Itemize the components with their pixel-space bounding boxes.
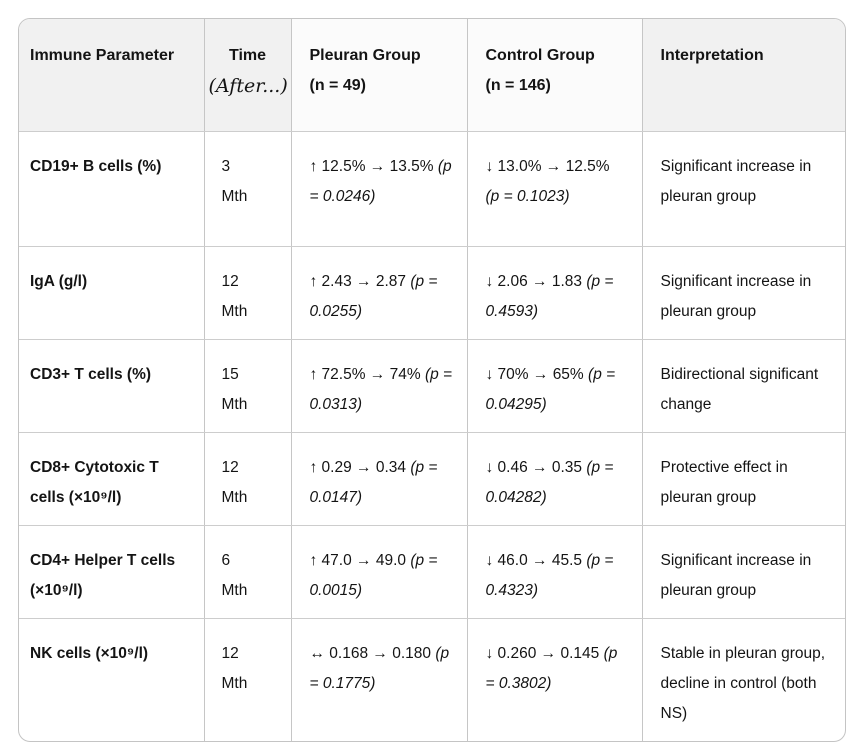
col-header-pleuran-group: Pleuran Group (n = 49)	[291, 19, 468, 132]
header-label: Immune Parameter	[30, 47, 175, 64]
header-sublabel: (n = 49)	[309, 77, 366, 94]
change-value: ↑ 0.29 → 0.34	[309, 458, 407, 476]
table-row: CD8+ Cytotoxic T cells (×10⁹/l) 12 Mth ↑…	[19, 432, 845, 526]
param-cell: CD19+ B cells (%)	[19, 131, 205, 247]
table-row: IgA (g/l) 12 Mth ↑ 2.43 → 2.87 (p = 0.02…	[19, 246, 845, 340]
control-cell: ↓ 0.260 → 0.145 (p = 0.3802)	[467, 618, 643, 741]
header-label: Time	[228, 47, 267, 64]
time-cell: 12 Mth	[204, 246, 292, 340]
pleuran-cell: ↔ 0.168 → 0.180 (p = 0.1775)	[291, 618, 468, 741]
control-cell: ↓ 70% → 65% (p = 0.04295)	[467, 339, 643, 433]
param-cell: IgA (g/l)	[19, 246, 205, 340]
p-value: (p = 0.1023)	[485, 187, 570, 205]
change-value: ↑ 2.43 → 2.87	[309, 272, 407, 290]
change-value: ↓ 0.46 → 0.35	[485, 458, 583, 476]
change-value: ↓ 0.260 → 0.145	[485, 644, 600, 662]
time-unit: Mth	[221, 488, 248, 506]
param-cell: CD4+ Helper T cells (×10⁹/l)	[19, 525, 205, 619]
time-cell: 3 Mth	[204, 131, 292, 247]
time-value: 6	[221, 551, 231, 569]
col-header-control-group: Control Group (n = 146)	[467, 19, 643, 132]
header-label: Interpretation	[660, 47, 764, 64]
time-unit: Mth	[221, 674, 248, 692]
p-value: (p = 0.0015)	[309, 551, 438, 599]
time-value: 12	[221, 644, 239, 662]
col-header-time: Time (After...)	[204, 19, 292, 132]
col-header-interpretation: Interpretation	[642, 19, 845, 132]
interpretation-cell: Significant increase in pleuran group	[642, 131, 845, 247]
param-cell: CD3+ T cells (%)	[19, 339, 205, 433]
interpretation-cell: Significant increase in pleuran group	[642, 246, 845, 340]
p-value: (p = 0.04282)	[485, 458, 614, 506]
table-row: NK cells (×10⁹/l) 12 Mth ↔ 0.168 → 0.180…	[19, 618, 845, 741]
p-value: (p = 0.04295)	[485, 365, 616, 413]
table-row: CD19+ B cells (%) 3 Mth ↑ 12.5% → 13.5% …	[19, 131, 845, 247]
change-value: ↓ 70% → 65%	[485, 365, 584, 383]
data-table: Immune Parameter Time (After...) Pleuran…	[19, 19, 845, 741]
time-value: 12	[221, 272, 239, 290]
time-cell: 6 Mth	[204, 525, 292, 619]
pleuran-cell: ↑ 0.29 → 0.34 (p = 0.0147)	[291, 432, 468, 526]
time-value: 15	[221, 365, 239, 383]
control-cell: ↓ 13.0% → 12.5% (p = 0.1023)	[467, 131, 643, 247]
pleuran-cell: ↑ 72.5% → 74% (p = 0.0313)	[291, 339, 468, 433]
table-row: CD4+ Helper T cells (×10⁹/l) 6 Mth ↑ 47.…	[19, 525, 845, 619]
immune-parameters-table: Immune Parameter Time (After...) Pleuran…	[18, 18, 846, 742]
change-value: ↓ 13.0% → 12.5%	[485, 157, 610, 175]
time-unit: Mth	[221, 187, 248, 205]
time-cell: 12 Mth	[204, 618, 292, 741]
col-header-immune-parameter: Immune Parameter	[19, 19, 205, 132]
interpretation-cell: Protective effect in pleuran group	[642, 432, 845, 526]
header-label: Control Group	[485, 47, 595, 64]
control-cell: ↓ 2.06 → 1.83 (p = 0.4593)	[467, 246, 643, 340]
time-unit: Mth	[221, 581, 248, 599]
p-value: (p = 0.0246)	[309, 157, 452, 205]
header-sublabel: (After...)	[208, 75, 288, 97]
change-value: ↑ 72.5% → 74%	[309, 365, 421, 383]
time-value: 12	[221, 458, 239, 476]
change-value: ↑ 12.5% → 13.5%	[309, 157, 434, 175]
time-cell: 15 Mth	[204, 339, 292, 433]
interpretation-cell: Bidirectional significant change	[642, 339, 845, 433]
param-cell: CD8+ Cytotoxic T cells (×10⁹/l)	[19, 432, 205, 526]
control-cell: ↓ 0.46 → 0.35 (p = 0.04282)	[467, 432, 643, 526]
p-value: (p = 0.0313)	[309, 365, 453, 413]
interpretation-cell: Significant increase in pleuran group	[642, 525, 845, 619]
time-cell: 12 Mth	[204, 432, 292, 526]
pleuran-cell: ↑ 2.43 → 2.87 (p = 0.0255)	[291, 246, 468, 340]
p-value: (p = 0.4323)	[485, 551, 614, 599]
p-value: (p = 0.0255)	[309, 272, 438, 320]
p-value: (p = 0.4593)	[485, 272, 614, 320]
time-value: 3	[221, 157, 231, 175]
header-row: Immune Parameter Time (After...) Pleuran…	[19, 19, 845, 132]
table-row: CD3+ T cells (%) 15 Mth ↑ 72.5% → 74% (p…	[19, 339, 845, 433]
p-value: (p = 0.1775)	[309, 644, 450, 692]
time-unit: Mth	[221, 395, 248, 413]
pleuran-cell: ↑ 12.5% → 13.5% (p = 0.0246)	[291, 131, 468, 247]
param-cell: NK cells (×10⁹/l)	[19, 618, 205, 741]
change-value: ↑ 47.0 → 49.0	[309, 551, 407, 569]
p-value: (p = 0.3802)	[485, 644, 618, 692]
change-value: ↓ 46.0 → 45.5	[485, 551, 583, 569]
header-sublabel: (n = 146)	[485, 77, 551, 94]
time-unit: Mth	[221, 302, 248, 320]
change-value: ↔ 0.168 → 0.180	[309, 644, 432, 662]
interpretation-cell: Stable in pleuran group, decline in cont…	[660, 644, 826, 722]
control-cell: ↓ 46.0 → 45.5 (p = 0.4323)	[467, 525, 643, 619]
change-value: ↓ 2.06 → 1.83	[485, 272, 583, 290]
header-label: Pleuran Group	[309, 47, 421, 64]
pleuran-cell: ↑ 47.0 → 49.0 (p = 0.0015)	[291, 525, 468, 619]
p-value: (p = 0.0147)	[309, 458, 438, 506]
